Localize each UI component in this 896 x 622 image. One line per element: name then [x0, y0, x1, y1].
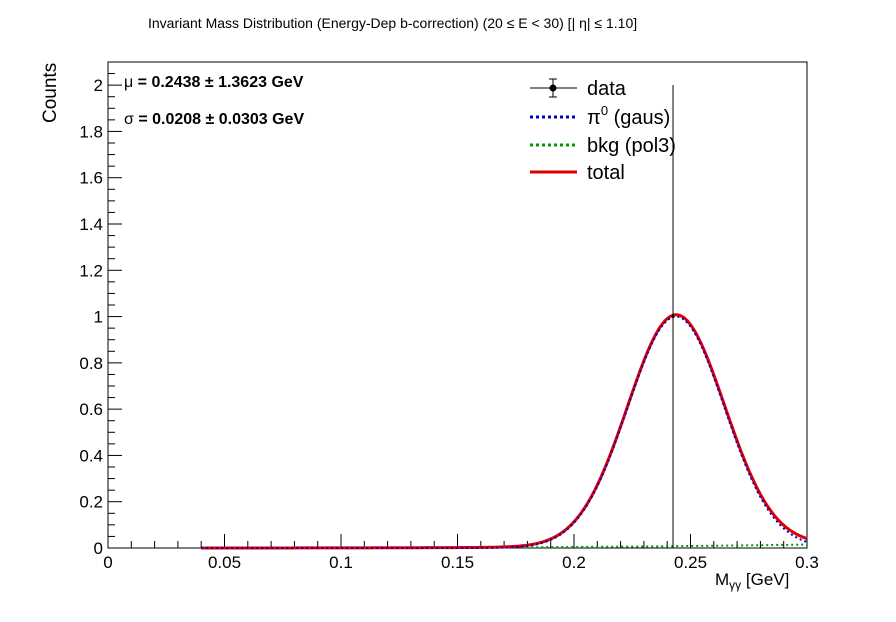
x-tick-label: 0.2	[562, 553, 586, 572]
x-tick-label: 0	[103, 553, 112, 572]
legend-signal-label: π0 (gaus)	[587, 103, 670, 129]
x-tick-label: 0.05	[208, 553, 241, 572]
x-tick-label: 0.3	[795, 553, 819, 572]
curves	[201, 313, 808, 550]
y-tick-label: 0.4	[79, 446, 103, 465]
axis-ticks	[107, 61, 808, 549]
chart-title: Invariant Mass Distribution (Energy-Dep …	[148, 15, 637, 31]
fit-mean-annotation: μ = 0.2438 ± 1.3623 GeV	[124, 74, 304, 91]
y-tick-label: 1.4	[79, 215, 103, 234]
y-tick-label: 0.6	[79, 400, 103, 419]
y-tick-label: 1	[94, 308, 103, 327]
signal-curve	[201, 315, 808, 549]
y-tick-label: 1.6	[79, 169, 103, 188]
x-tick-label: 0.15	[441, 553, 474, 572]
x-axis-label: Mγγ [GeV]	[715, 570, 789, 592]
y-tick-label: 1.8	[79, 122, 103, 141]
legend-total-label: total	[587, 162, 625, 184]
x-tick-label: 0.1	[329, 553, 353, 572]
fit-annotations: μ = 0.2438 ± 1.3623 GeV σ = 0.0208 ± 0.0…	[124, 74, 304, 128]
y-axis-label: Counts	[40, 63, 61, 123]
legend: data π0 (gaus) bkg (pol3) total	[530, 78, 676, 184]
x-tick-label: 0.25	[674, 553, 707, 572]
y-tick-labels: 0 0.2 0.4 0.6 0.8 1 1.2 1.4 1.6 1.8 2	[79, 76, 103, 558]
total-curve	[201, 313, 808, 550]
y-tick-label: 0	[94, 539, 103, 558]
legend-entry-bkg: bkg (pol3)	[530, 135, 676, 157]
y-tick-label: 0.2	[79, 493, 103, 512]
y-tick-label: 1.2	[79, 261, 103, 280]
y-tick-label: 0.8	[79, 354, 103, 373]
x-tick-labels: 0 0.05 0.1 0.15 0.2 0.25 0.3	[103, 553, 819, 572]
legend-bkg-label: bkg (pol3)	[587, 135, 676, 157]
legend-entry-total: total	[530, 162, 625, 184]
plot-frame	[107, 61, 808, 549]
y-tick-label: 2	[94, 76, 103, 95]
legend-entry-data: data	[530, 78, 627, 100]
data-point	[671, 315, 675, 319]
legend-entry-signal: π0 (gaus)	[530, 103, 670, 129]
data-points	[671, 85, 675, 548]
legend-data-marker	[549, 84, 557, 92]
legend-data-label: data	[587, 78, 627, 100]
fit-sigma-annotation: σ = 0.0208 ± 0.0303 GeV	[124, 111, 304, 128]
